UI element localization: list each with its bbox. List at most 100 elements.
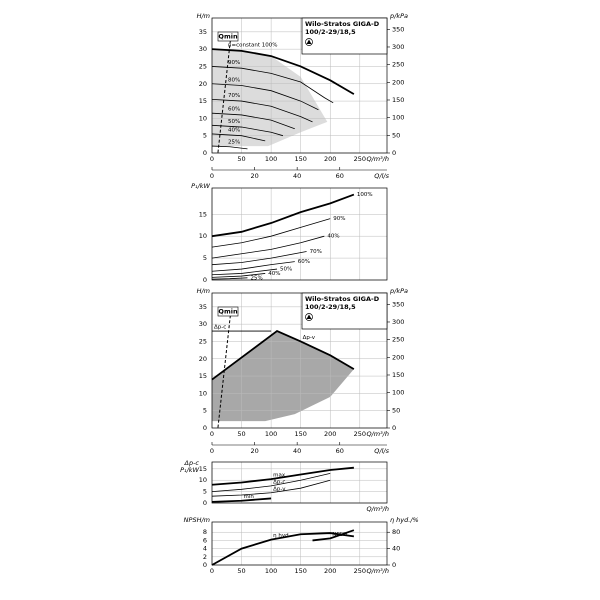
y-tick-label: 6 [203,536,207,544]
y-tick-label: 5 [203,407,207,415]
curve-label: 60% [298,259,310,265]
y-axis-label: NPSH/m [184,516,210,524]
curve [211,497,272,503]
y-tick-label: 8 [203,528,207,536]
title-line: 100/2-29/18,5 [305,303,356,311]
y2-tick-label: 40 [392,545,400,553]
logo-mark [306,314,312,319]
x-tick-label: 150 [294,155,306,163]
qmin-label: Qmin [218,33,238,41]
curve [211,98,313,123]
curve-label: 70% [228,93,240,99]
x2-tick-label: 20 [250,172,258,180]
x-tick-label: 200 [324,430,336,438]
curve [211,330,355,381]
y-tick-label: 15 [199,97,207,105]
y2-tick-label: 100 [392,114,404,122]
title-line: Wilo-Stratos GIGA-D [305,20,380,28]
curve-label: n=constant 100% [228,43,277,49]
curve [211,466,354,486]
y-tick-label: 15 [199,210,207,218]
curve [211,235,325,259]
y-tick-label: 10 [199,232,207,240]
x2-tick-label: 60 [336,447,344,455]
plot-frame [211,187,388,281]
y-tick-label: 10 [199,114,207,122]
x-tick-label: 100 [265,430,277,438]
y-tick-label: 0 [203,149,207,157]
x-axis-label: Q/m³/h [366,155,389,163]
y-tick-label: 20 [199,80,207,88]
curve-label: 50% [228,119,240,125]
x2-tick-label: 60 [336,172,344,180]
curve-label: 25% [250,275,262,281]
curve-label: 40% [268,271,280,277]
curve-label: NPSH [332,532,347,538]
y-tick-label: 0 [203,499,207,507]
curve [211,479,331,497]
qmin-box [217,31,239,42]
x-tick-label: 100 [265,155,277,163]
y-tick-label: 15 [199,372,207,380]
curve [211,83,319,111]
qmin-box [217,306,239,317]
x2-tick-label: 0 [210,172,214,180]
y-tick-label: 15 [199,465,207,473]
curve-label: 80% [228,77,240,83]
y-tick-label: 10 [199,389,207,397]
x-tick-label: 250 [354,155,366,163]
x-tick-label: 100 [265,567,277,575]
y-tick-label: 20 [199,355,207,363]
x2-tick-label: 20 [250,447,258,455]
curve [211,268,278,276]
x-tick-label: 50 [237,155,245,163]
curve [211,251,307,266]
y2-tick-label: 150 [392,96,404,104]
curve-label: Δp-v [303,335,316,341]
y-tick-label: 35 [199,28,207,36]
curve-label: η hyd. [273,533,290,539]
y-tick-label: 30 [199,45,207,53]
x2-tick-label: 40 [293,172,301,180]
curve-label: 40% [327,234,339,240]
x-tick-label: 200 [324,567,336,575]
curve-label: min [244,494,255,500]
curve [211,66,334,104]
y-tick-label: 10 [199,476,207,484]
x-tick-label: 0 [210,430,214,438]
qmin-label: Qmin [218,308,238,316]
y-tick-label: 5 [203,254,207,262]
curve [312,529,355,542]
y2-tick-label: 350 [392,300,404,308]
operating-area [212,49,328,147]
title-line: 100/2-29/18,5 [305,28,356,36]
y2-tick-label: 150 [392,371,404,379]
x-tick-label: 0 [210,155,214,163]
y-tick-label: 5 [203,132,207,140]
curve-label: 25% [228,140,240,146]
curve [211,48,355,95]
x-tick-label: 150 [294,430,306,438]
y-tick-label: 5 [203,488,207,496]
y2-tick-label: 0 [392,424,396,432]
plot-frame [211,17,388,154]
y2-tick-label: 200 [392,78,404,86]
curve [211,532,355,566]
logo-mark [306,39,312,44]
y-tick-label: 0 [203,424,207,432]
x2-tick-label: 40 [293,447,301,455]
y2-axis-label: p/kPa [389,12,408,20]
y-tick-label: 25 [199,62,207,70]
plot-frame [211,521,388,566]
y2-tick-label: 50 [392,131,400,139]
y2-tick-label: 350 [392,25,404,33]
y2-axis-label: p/kPa [389,287,408,295]
curve [211,145,248,150]
x2-axis-label: Q/l/s [374,172,389,180]
x-axis-label: Q/m³/h [366,430,389,438]
y-axis-label: H/m [197,287,210,295]
x-tick-label: 150 [294,567,306,575]
curve-label: Δp-c [214,325,226,331]
title-line: Wilo-Stratos GIGA-D [305,295,380,303]
